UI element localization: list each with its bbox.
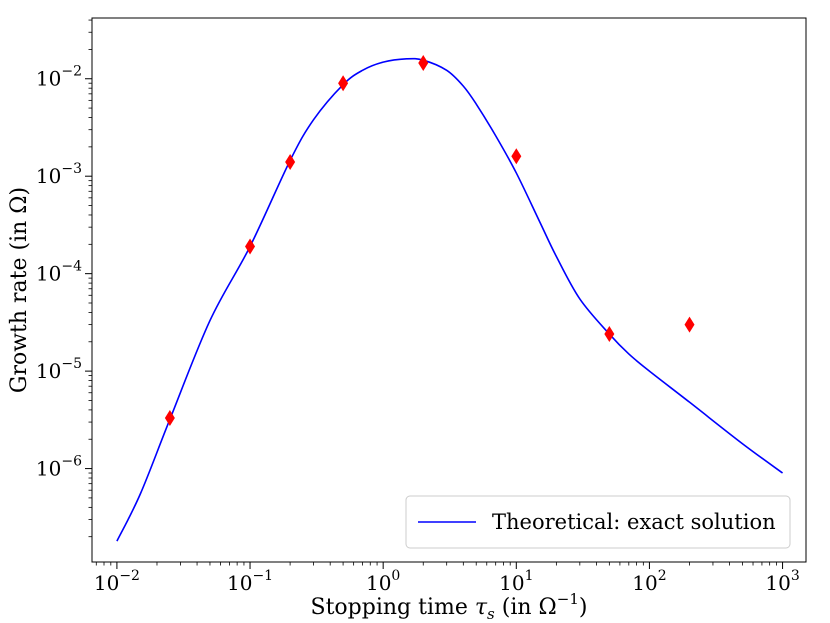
legend-box [405,495,791,549]
y-tick-label: 10−5 [36,356,82,383]
data-point-marker [164,410,175,427]
y-tick-label: 10−2 [36,64,82,91]
x-axis-label: Stopping time τs (in Ω−1) [311,590,588,623]
y-tick-label: 10−3 [36,161,82,188]
data-point-marker [604,326,615,343]
x-tick-label: 100 [366,568,400,595]
data-point-marker [684,316,695,333]
x-tick-label: 102 [632,568,666,595]
y-tick-label: 10−6 [36,454,82,481]
legend-entry-theoretical: Theoretical: exact solution [492,510,776,534]
y-axis-label: Growth rate (in Ω) [7,187,32,393]
data-point-marker [245,238,256,255]
x-tick-label: 101 [499,568,533,595]
series-line-theoretical [116,57,784,542]
data-point-marker [285,153,296,170]
data-point-marker [418,55,429,72]
x-tick-label: 103 [765,568,799,595]
data-point-marker [511,148,522,165]
x-tick-label: 10−2 [94,568,140,595]
plot-frame [91,17,807,563]
x-tick-label: 10−1 [227,568,273,595]
data-point-marker [338,75,349,92]
legend: Theoretical: exact solution [405,495,791,549]
y-tick-label: 10−4 [36,259,82,286]
